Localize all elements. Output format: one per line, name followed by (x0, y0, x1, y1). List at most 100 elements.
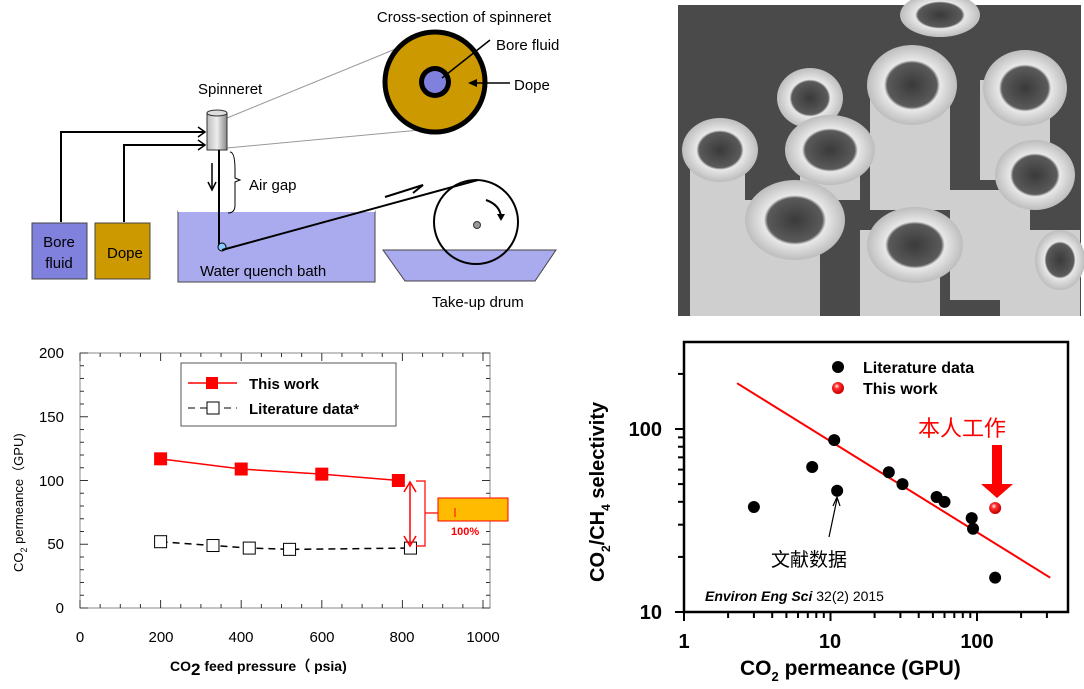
permeance-vs-pressure-chart: 0 200 400 600 800 1000 0 50 100 150 200 … (11, 345, 509, 679)
data-point-literature (882, 466, 895, 479)
data-point (315, 467, 329, 481)
literature-annotation: 文献数据 (771, 549, 847, 571)
y-tick-label: 200 (39, 345, 64, 362)
arrowhead-icon (197, 139, 207, 151)
legend-label: This work (249, 376, 320, 393)
dope-tank (94, 222, 151, 280)
bracket (416, 480, 438, 547)
bore-feed-line (60, 131, 205, 222)
data-point (154, 452, 168, 466)
arrowhead-icon (403, 535, 417, 548)
take-up-drum (433, 179, 519, 265)
legend-marker-literature (832, 361, 844, 373)
sem-photo-hollow-fibers (678, 0, 1084, 316)
arrowhead-icon (832, 495, 841, 507)
legend-marker-literature (206, 401, 220, 415)
plot-frame (682, 340, 1070, 614)
series (154, 452, 417, 556)
zoom-line (226, 47, 399, 119)
bore-fluid-core (424, 71, 446, 93)
x-axis-title: CO2 permeance (GPU) (740, 657, 961, 684)
data-point-literature (831, 484, 844, 497)
air-gap-brace (227, 151, 242, 214)
data-point (234, 462, 248, 476)
arrowhead-icon (197, 126, 207, 138)
data-point-literature (938, 495, 951, 508)
arrowhead-icon (497, 214, 505, 221)
axis-ticks (675, 372, 1048, 621)
cross-section-title: Cross-section of spinneret (377, 9, 552, 26)
arrowhead-icon (468, 79, 477, 87)
x-tick-label: 1000 (466, 629, 499, 646)
y-axis-title: CO2 permeance（GPU) (11, 433, 29, 572)
drum-label: Take-up drum (432, 294, 524, 311)
series-line-this-work (160, 458, 399, 482)
x-tick-label: 100 (960, 631, 993, 653)
x-tick-label: 0 (76, 629, 84, 646)
data-point (242, 541, 256, 555)
fiber-line (221, 179, 479, 251)
legend (180, 362, 397, 427)
y-axis-title: CO2/CH4 selectivity (587, 401, 613, 582)
data-point-this-work (989, 502, 1002, 515)
legend-label: Literature data* (249, 401, 359, 418)
data-point (206, 539, 220, 553)
y-tick-label: 150 (39, 409, 64, 426)
legend-marker-this-work (832, 382, 844, 394)
increase-box (437, 497, 509, 522)
pointer-arrow (828, 498, 838, 538)
data-point (391, 474, 405, 487)
legend-label: This work (863, 381, 938, 398)
this-work-annotation: 本人工作 (918, 416, 1006, 441)
tank-label: fluid (45, 255, 73, 272)
dope-feed-line (123, 144, 205, 222)
spinning-diagram: Cross-section of spinneret Bore fluid Do… (31, 9, 559, 311)
dope-label: Dope (514, 77, 550, 94)
bore-pointer-arrow (441, 39, 491, 79)
spinneret-top (206, 109, 228, 117)
x-tick-label: 400 (228, 629, 253, 646)
data-point-literature (967, 522, 980, 535)
bore-fluid-label: Bore fluid (496, 37, 559, 54)
x-tick-label: 800 (389, 629, 414, 646)
data-point-literature (806, 460, 819, 473)
bore-fluid-tank (31, 222, 88, 280)
data-point-literature (965, 512, 978, 525)
down-arrow-icon (981, 445, 1013, 498)
arrowhead-icon (207, 181, 217, 192)
data-point (154, 535, 168, 549)
x-tick-label: 10 (819, 631, 841, 653)
data-point-literature (989, 571, 1002, 584)
data-point-literature (747, 500, 760, 513)
zoom-line (226, 129, 421, 149)
arrowhead-icon (403, 480, 417, 493)
y-tick-label: 100 (629, 419, 662, 441)
y-tick-label: 50 (47, 536, 64, 553)
x-tick-label: 1 (678, 631, 689, 653)
bath-label: Water quench bath (200, 263, 326, 280)
y-tick-label: 10 (640, 602, 662, 624)
water-quench-bath (177, 210, 376, 283)
axis-ticks (79, 352, 490, 609)
x-tick-label: 200 (148, 629, 173, 646)
y-tick-label: 100 (39, 473, 64, 490)
x-tick-label: 600 (309, 629, 334, 646)
selectivity-vs-permeance-chart: 1 10 100 10 100 CO2 permeance (GPU) CO2/… (587, 340, 1070, 684)
legend-marker-this-work (206, 377, 218, 389)
legend-label: Literature data (863, 360, 974, 377)
drum-axle (473, 221, 481, 229)
drum-tray (382, 249, 557, 282)
tank-label: Dope (107, 245, 143, 262)
spinneret-label: Spinneret (198, 81, 263, 98)
series (736, 382, 1051, 584)
spinneret-icon (206, 112, 228, 151)
air-gap-label: Air gap (249, 177, 297, 194)
y-tick-label: 0 (56, 600, 64, 617)
data-point (283, 542, 297, 556)
citation: Environ Eng Sci 32(2) 2015 (705, 588, 884, 604)
x-axis-title: CO2 feed pressure（ psia) (170, 658, 347, 679)
increase-label: 100% (451, 526, 479, 538)
data-point-literature (896, 478, 909, 491)
